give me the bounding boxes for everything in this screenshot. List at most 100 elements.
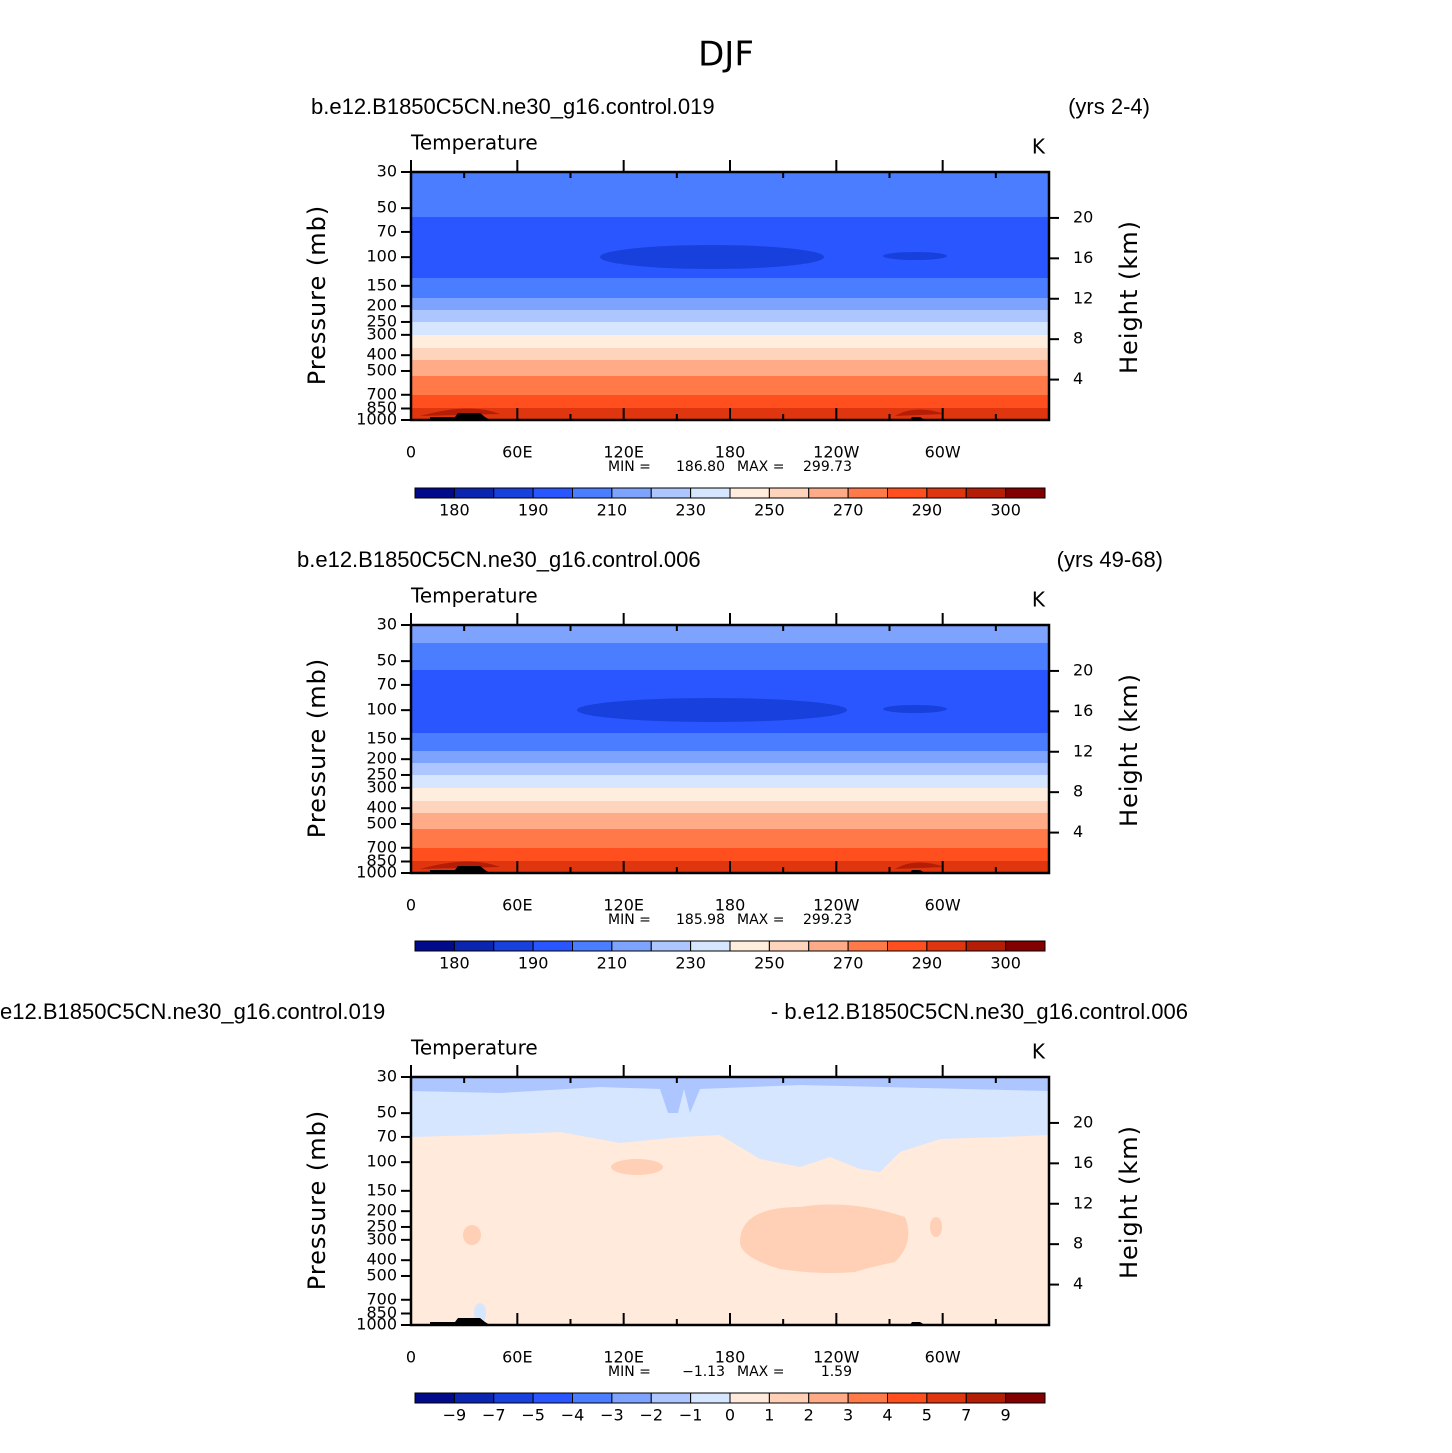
colorbar-label: 190 [518,501,549,520]
y-tick-label: 50 [377,198,397,217]
contour-region [411,1077,1049,1113]
contour-cell [883,705,947,713]
variable-label: Temperature [410,584,538,608]
colorbar-box [611,487,652,499]
colorbar-box [768,487,810,499]
contour-band [411,801,1049,813]
colorbar-label: −1 [679,1406,703,1425]
contour-band [411,335,1049,348]
colorbar-box [926,1392,967,1404]
contour-cell [463,1225,481,1245]
colorbar-box [532,487,573,499]
y2-tick-label: 4 [1073,1274,1083,1293]
colorbar-box [493,940,534,952]
colorbar-box [572,940,613,952]
y-tick-label: 300 [366,777,397,796]
y2-tick-label: 4 [1073,369,1083,388]
colorbar-box [414,1392,455,1404]
units-label: K [1032,135,1046,159]
y-tick-label: 850 [366,851,397,870]
colorbar-label: 7 [961,1406,971,1425]
y-tick-label: 200 [366,749,397,768]
x-tick-label: 0 [406,896,416,915]
colorbar-box [690,1392,731,1404]
contour-cell [740,1204,909,1273]
y-axis-label: Pressure (mb) [303,1110,331,1290]
colorbar-box [926,487,967,499]
y-tick-label: 500 [366,813,397,832]
y-axis-label: Pressure (mb) [303,658,331,838]
y-axis-label: Pressure (mb) [303,205,331,385]
min-label: MIN = [608,912,651,928]
x-tick-label: 60E [502,443,532,462]
y-tick-label: 100 [366,1152,397,1171]
y-tick-label: 50 [377,1103,397,1122]
x-tick-label: 0 [406,443,416,462]
variable-label: Temperature [410,131,538,155]
y2-tick-label: 20 [1073,207,1093,226]
colorbar-label: 190 [518,954,549,973]
y2-tick-label: 8 [1073,782,1083,801]
contour-band [411,813,1049,829]
contour-band [411,829,1049,848]
y-tick-label: 250 [366,764,397,783]
contour-cell [883,252,947,260]
y-tick-label: 850 [366,1303,397,1322]
x-tick-label: 180 [715,896,746,915]
colorbar-box [768,1392,810,1404]
colorbar-box [729,1392,770,1404]
contour-cell [600,245,824,269]
contour-cell [577,698,847,722]
y2-tick-label: 20 [1073,1112,1093,1131]
colorbar-box [572,1392,613,1404]
contour-band [411,360,1049,376]
colorbar-box [1005,487,1046,499]
x-tick-label: 120W [813,1348,860,1367]
colorbar-box [847,1392,888,1404]
y2-axis-label: Height (km) [1115,673,1143,827]
contour-band [411,751,1049,763]
y2-tick-label: 12 [1073,288,1093,307]
contour-cell [420,861,945,869]
contour-band [411,643,1049,670]
colorbar-label: 210 [597,954,628,973]
units-label: K [1032,588,1046,612]
colorbar-label: −5 [521,1406,545,1425]
y-tick-label: 700 [366,1289,397,1308]
min-value: 186.80 [676,459,725,475]
y-tick-label: 150 [366,728,397,747]
y-tick-label: 70 [377,221,397,240]
colorbar-label: 300 [990,501,1021,520]
colorbar-box [1005,1392,1046,1404]
x-tick-label: 120W [813,896,860,915]
colorbar-label: 9 [1001,1406,1011,1425]
min-value: 185.98 [676,912,725,928]
contour-band [411,788,1049,801]
contour-cell [420,408,945,416]
y-tick-label: 250 [366,1216,397,1235]
colorbar-box [847,940,888,952]
contour-band [411,188,1049,217]
colorbar-label: 270 [833,954,864,973]
contour-band [411,376,1049,395]
colorbar-box [532,1392,573,1404]
colorbar-box [768,940,810,952]
colorbar-box [453,1392,495,1404]
max-value: 1.59 [821,1364,852,1380]
colorbar-label: 250 [754,954,785,973]
field [411,625,1049,873]
left-label: b.e12.B1850C5CN.ne30_g16.control.006 [297,547,701,572]
contour-band [411,733,1049,751]
y2-tick-label: 16 [1073,1153,1093,1172]
colorbar-box [808,1392,849,1404]
y-tick-label: 150 [366,1180,397,1199]
colorbar-box [650,940,692,952]
min-value: −1.13 [682,1364,725,1380]
colorbar-label: 5 [922,1406,932,1425]
y-tick-label: 400 [366,1250,397,1269]
y-tick-label: 100 [366,247,397,266]
colorbar-label: 250 [754,501,785,520]
y-tick-label: 70 [377,1126,397,1145]
colorbar-box [650,487,692,499]
